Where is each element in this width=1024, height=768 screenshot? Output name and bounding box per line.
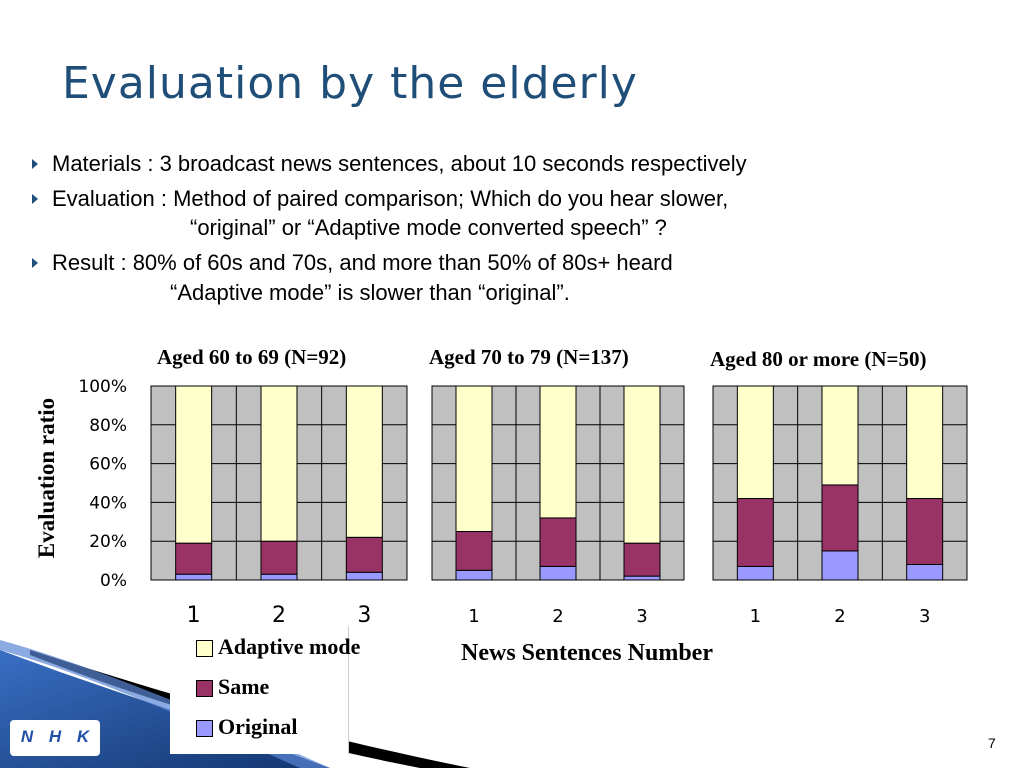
y-tick-label: 0% [100,571,127,591]
y-tick-label: 100% [78,377,127,397]
bar-segment-adaptive-mode [260,385,298,542]
chart-title-80s: Aged 80 or more (N=50) [710,347,927,371]
bullet-evaluation-continuation: “original” or “Adaptive mode converted s… [190,215,667,240]
bullet-arrow-icon [32,159,38,169]
x-tick-label: 3 [357,603,371,628]
nhk-logo: N H K [10,720,100,756]
logo-letter: N [14,724,40,750]
bar-segment-same [539,517,577,567]
bullet-arrow-icon [32,258,38,268]
chart-title-60s: Aged 60 to 69 (N=92) [157,345,347,369]
bar-segment-adaptive-mode [821,385,859,486]
legend-label: Same [218,674,270,699]
legend-swatch-same [196,680,213,697]
chart-frame [427,381,689,585]
bullet-text: Evaluation : Method of paired comparison… [52,186,729,211]
chart-legend: Adaptive mode Same Original [170,626,360,754]
x-tick-label: 1 [187,603,201,628]
bar-segment-same [736,498,774,567]
slide-title: Evaluation by the elderly [62,58,638,109]
legend-label: Original [218,714,298,739]
bar-segment-same [260,540,298,575]
bar-segment-adaptive-mode [539,385,577,519]
bar-segment-adaptive-mode [455,385,493,532]
x-tick-label: 3 [636,606,647,627]
y-tick-label: 40% [89,493,127,513]
x-tick-label: 1 [750,606,761,627]
logo-letter: H [42,724,68,750]
x-tick-label: 2 [272,603,286,628]
chart-frame [708,381,972,585]
x-tick-label: 1 [468,606,479,627]
bar-segment-same [345,536,383,573]
bar-segment-original [345,571,383,581]
bar-segment-adaptive-mode [736,385,774,500]
legend-label: Adaptive mode [218,634,361,659]
legend-swatch-adaptive [196,640,213,657]
x-tick-label: 2 [552,606,563,627]
bullet-text: Result : 80% of 60s and 70s, and more th… [52,250,673,275]
bullet-result-continuation: “Adaptive mode” is slower than “original… [170,280,570,305]
bar-segment-original [821,550,859,581]
bar-segment-original [260,573,298,581]
legend-swatch-original [196,720,213,737]
y-tick-label: 60% [89,455,127,475]
bar-segment-original [736,565,774,581]
bar-segment-adaptive-mode [906,385,944,500]
bar-segment-original [623,575,661,581]
bar-segment-adaptive-mode [623,385,661,544]
page-number: 7 [988,735,996,751]
x-axis-label: News Sentences Number [461,640,713,666]
bar-segment-same [821,484,859,552]
y-tick-label: 20% [89,532,127,552]
bar-segment-original [175,573,213,581]
bar-segment-original [455,569,493,581]
bar-segment-same [175,542,213,575]
chart-frame [146,381,412,585]
bar-segment-original [906,563,944,581]
bar-segment-adaptive-mode [345,385,383,538]
x-tick-label: 2 [834,606,845,627]
bar-segment-original [539,565,577,581]
chart-title-70s: Aged 70 to 79 (N=137) [429,345,629,369]
bullet-arrow-icon [32,194,38,204]
bar-segment-same [455,531,493,571]
logo-letter: K [70,724,96,750]
bar-segment-same [906,498,944,565]
bullet-text: Materials : 3 broadcast news sentences, … [52,151,747,176]
bar-segment-adaptive-mode [175,385,213,544]
bar-segment-same [623,542,661,577]
x-tick-label: 3 [919,606,930,627]
y-tick-label: 80% [89,416,127,436]
